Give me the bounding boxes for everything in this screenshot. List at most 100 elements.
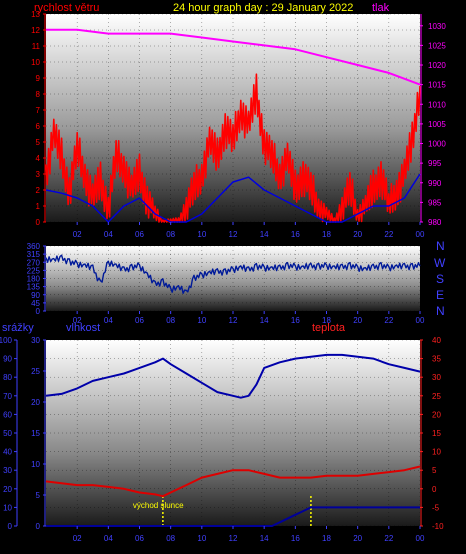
y-tick-label: 25 [432, 392, 441, 401]
rain-line [46, 506, 420, 527]
x-tick-label: 10 [197, 316, 206, 325]
x-tick-label: 08 [166, 230, 175, 239]
y-tick-label: 7 [36, 106, 41, 115]
y-tick-label: 70 [3, 392, 12, 401]
y-tick-label: 5 [36, 491, 41, 500]
x-tick-label: 12 [229, 534, 238, 543]
y-tick-label: 15 [432, 429, 441, 438]
x-tick-label: 06 [135, 316, 144, 325]
y-tick-label: 45 [31, 299, 40, 308]
y-tick-label: 20 [432, 410, 441, 419]
y-tick-label: -10 [432, 522, 444, 531]
x-tick-label: 00 [416, 316, 425, 325]
y-tick-label: 80 [3, 373, 12, 382]
y-tick-label: 4 [36, 154, 41, 163]
y-tick-label: 60 [3, 410, 12, 419]
y-tick-label: 8 [36, 90, 41, 99]
y-tick-label: 35 [432, 355, 441, 364]
humidity-line [45, 353, 421, 399]
y-tick-label: 1010 [428, 100, 446, 109]
y-tick-label: 30 [31, 336, 40, 345]
graph-title: 24 hour graph day : 29 January 2022 [173, 2, 353, 14]
y-tick-label: 11 [32, 42, 41, 51]
x-tick-label: 20 [353, 534, 362, 543]
y-tick-label: 25 [31, 367, 40, 376]
y-tick-label: 13 [31, 10, 40, 19]
x-tick-label: 16 [291, 230, 300, 239]
x-tick-label: 14 [260, 534, 269, 543]
y-tick-label: 2 [36, 186, 41, 195]
y-tick-label: -5 [432, 503, 440, 512]
x-tick-label: 08 [166, 534, 175, 543]
y-tick-label: 9 [36, 74, 41, 83]
x-tick-label: 10 [197, 534, 206, 543]
wind-speed-line [45, 73, 421, 223]
compass-e: E [436, 288, 444, 302]
y-tick-label: 10 [3, 503, 12, 512]
y-tick-label: 1015 [428, 81, 446, 90]
y-tick-label: 360 [27, 242, 41, 251]
x-tick-label: 22 [384, 230, 393, 239]
y-tick-label: 990 [428, 179, 442, 188]
x-tick-label: 14 [260, 316, 269, 325]
rain-label: srážky [2, 322, 34, 334]
x-tick-label: 18 [322, 534, 331, 543]
y-tick-label: 20 [3, 485, 12, 494]
wind-direction-series [45, 254, 421, 294]
x-tick-label: 06 [135, 534, 144, 543]
pressure-line [46, 28, 421, 86]
temperature-line [45, 465, 421, 498]
x-tick-label: 04 [104, 230, 113, 239]
sunrise-label: východ slunce [133, 501, 184, 510]
x-tick-label: 04 [104, 316, 113, 325]
y-tick-label: 20 [31, 398, 40, 407]
x-tick-label: 00 [416, 230, 425, 239]
y-tick-label: 995 [428, 159, 442, 168]
wind-speed-label: rychlost větru [34, 2, 99, 14]
compass-w: W [434, 256, 446, 270]
y-tick-label: 0 [8, 522, 13, 531]
y-tick-label: 135 [27, 283, 41, 292]
y-tick-label: 1020 [428, 61, 446, 70]
x-tick-label: 12 [229, 230, 238, 239]
x-tick-label: 22 [384, 316, 393, 325]
y-tick-label: 1005 [428, 120, 446, 129]
x-tick-label: 16 [291, 534, 300, 543]
x-tick-label: 18 [322, 316, 331, 325]
wind-pressure-grid [46, 13, 421, 223]
temperature-label: teplota [312, 322, 346, 334]
y-tick-label: 315 [27, 250, 41, 259]
y-tick-label: 6 [36, 122, 41, 131]
y-tick-label: 100 [0, 336, 13, 345]
x-tick-label: 22 [384, 534, 393, 543]
y-tick-label: 1000 [428, 140, 446, 149]
y-tick-label: 225 [27, 266, 41, 275]
y-tick-label: 1030 [428, 22, 446, 31]
x-tick-label: 12 [229, 316, 238, 325]
y-tick-label: 40 [432, 336, 441, 345]
y-tick-label: 30 [432, 373, 441, 382]
y-tick-label: 90 [31, 291, 40, 300]
y-tick-label: 3 [36, 170, 41, 179]
y-tick-label: 10 [432, 448, 441, 457]
wind-direction-line [45, 254, 421, 294]
y-tick-label: 0 [36, 522, 41, 531]
y-tick-label: 10 [31, 460, 40, 469]
y-tick-label: 90 [3, 355, 12, 364]
x-tick-label: 02 [73, 534, 82, 543]
compass-s: S [436, 272, 444, 286]
y-tick-label: 5 [36, 138, 41, 147]
y-tick-label: 180 [27, 275, 41, 284]
y-tick-label: 10 [31, 58, 40, 67]
y-tick-label: 5 [432, 466, 437, 475]
x-tick-label: 04 [104, 534, 113, 543]
x-tick-label: 20 [353, 230, 362, 239]
x-tick-label: 14 [260, 230, 269, 239]
x-tick-label: 16 [291, 316, 300, 325]
x-tick-label: 02 [73, 316, 82, 325]
compass-n-top: N [436, 239, 445, 253]
y-tick-label: 0 [432, 485, 437, 494]
y-tick-label: 50 [3, 429, 12, 438]
wind-direction-grid [46, 245, 421, 312]
x-tick-label: 02 [73, 230, 82, 239]
